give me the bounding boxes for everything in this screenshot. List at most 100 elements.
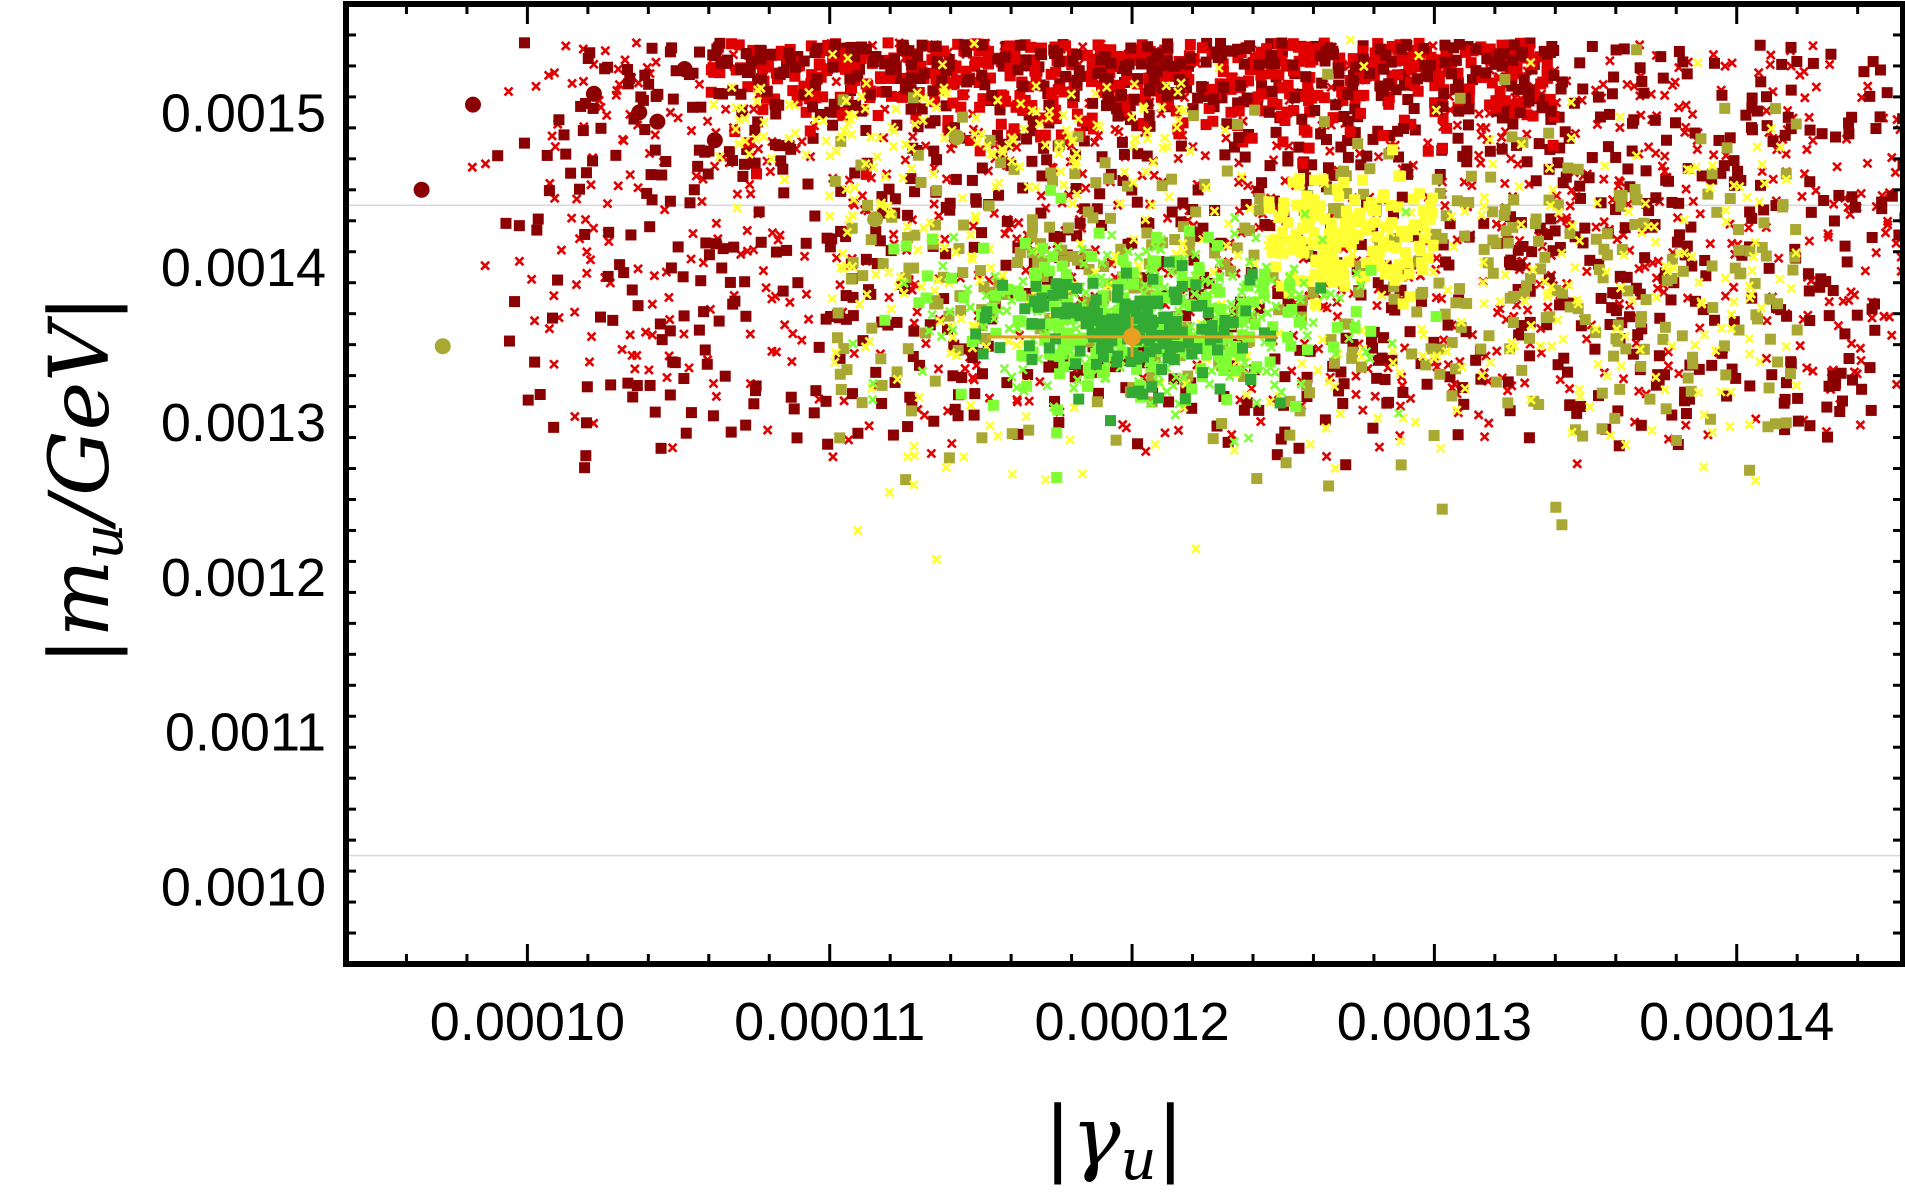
data-point-cross [548,290,559,301]
data-point-cross [931,554,942,565]
data-point-square [1135,58,1147,70]
data-point-square [1061,302,1073,314]
data-point-square [1721,390,1733,402]
data-point-square [822,438,834,450]
data-point-square [1823,310,1835,322]
data-point-cross [1720,291,1731,301]
data-point-square [1361,256,1373,268]
data-point-square [1681,68,1693,80]
data-point-square [1523,84,1535,96]
data-point-square [1604,108,1616,120]
data-point-cross [1027,246,1037,257]
data-point-cross [1614,175,1624,186]
data-point-square [979,79,991,91]
data-point-square [1685,221,1697,233]
data-point-square [1519,288,1531,300]
data-point-cross [1650,372,1661,383]
data-point-square [1707,302,1719,314]
data-point-square [1027,115,1039,127]
data-point-square [1378,332,1390,344]
data-point-square [817,91,829,103]
data-point-square [1148,73,1160,85]
data-point-cross [732,189,743,200]
data-point-cross [1393,408,1404,419]
data-point-cross [1034,376,1045,387]
data-point-square [742,81,754,93]
x-axis-ticks: 0.00010 0.00011 0.00012 0.00013 0.00014 [404,4,1860,1052]
data-point-square [628,113,640,125]
data-point-square [929,375,941,387]
data-point-cross [1149,170,1160,181]
data-point-square [982,58,994,70]
data-point-square [1073,65,1085,77]
data-point-square [1706,359,1718,371]
data-point-cross [1707,160,1718,171]
data-point-square [1421,378,1433,390]
data-point-square [1507,316,1519,328]
data-point-cross [664,314,675,325]
data-point-square [1112,350,1124,362]
data-point-square [1031,267,1043,279]
data-point-square [1556,519,1568,531]
data-point-cross [1296,378,1307,389]
data-point-cross [1071,189,1082,200]
data-point-square [1481,52,1493,64]
data-point-square [1120,316,1132,328]
data-point-square [1685,385,1697,397]
data-point-square [667,356,679,368]
data-point-cross [625,169,636,180]
data-point-square [1357,174,1369,186]
data-point-cross [1707,427,1718,438]
data-point-square [901,78,913,90]
data-point-cross [1241,389,1252,400]
data-point-cross [889,125,900,136]
data-point-square [717,243,729,255]
data-point-cross [1229,212,1240,223]
data-point-square [1275,110,1287,122]
data-point-cross [1149,265,1160,275]
data-point-cross [860,103,871,114]
data-point-square [1673,197,1685,209]
data-point-cross [1774,274,1785,285]
data-point-square [1728,155,1740,167]
data-point-cross [1325,289,1336,299]
data-point-square [1547,139,1559,151]
data-point-square [1226,316,1238,328]
data-point-square [1263,202,1275,214]
data-point-square [778,66,790,78]
data-point-square [1285,340,1297,352]
data-point-square [1393,258,1405,270]
data-point-square [1355,361,1367,373]
y-axis-title-open: | [33,637,128,665]
data-point-cross [1219,125,1230,136]
data-point-square [947,97,959,109]
data-point-square [1552,359,1564,371]
data-point-cross [1077,468,1088,479]
data-point-square [783,47,795,59]
data-point-cross [1096,258,1107,269]
data-point-square [963,74,975,86]
data-point-cross [1213,63,1224,73]
data-point-square [1649,114,1661,126]
data-point-square [1035,207,1047,219]
data-point-square [1303,275,1315,287]
data-point-cross [830,347,841,358]
data-point-cross [1094,122,1105,133]
data-point-square [1293,55,1305,67]
data-point-cross [842,53,853,64]
data-point-square [1444,218,1456,230]
data-point-cross [1040,140,1051,151]
data-point-square [1019,303,1031,315]
data-point-cross [827,49,838,60]
data-point-cross [933,363,944,374]
data-point-square [1030,71,1042,83]
data-point-cross [613,180,624,191]
data-point-square [1406,348,1418,360]
data-point-square [1629,183,1641,195]
data-point-square [1352,138,1364,150]
data-point-cross [929,285,940,296]
data-point-cross [1672,212,1683,223]
data-point-square [1460,92,1472,104]
data-point-square [1267,269,1279,281]
data-point-square [1372,354,1384,366]
